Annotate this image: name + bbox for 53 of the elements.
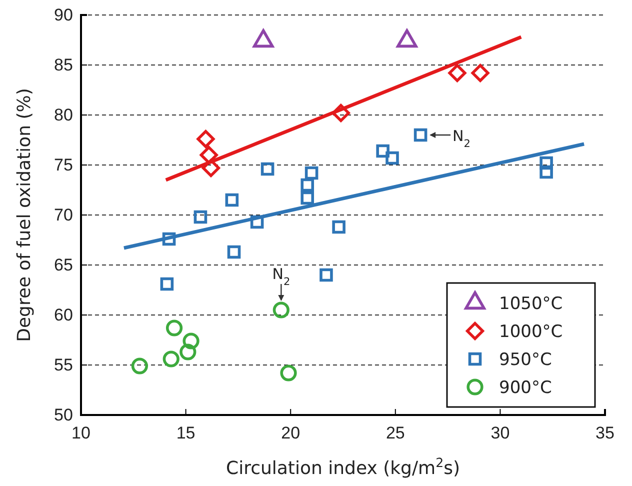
point: [160, 277, 174, 291]
y-tick-label: 85: [54, 55, 73, 74]
point: [260, 162, 274, 176]
point: [386, 151, 399, 165]
point: [471, 64, 490, 82]
point: [300, 191, 314, 205]
point: [414, 128, 428, 142]
point: [162, 350, 180, 368]
point: [332, 104, 350, 122]
point: [227, 245, 241, 259]
x-tick-label: 35: [596, 423, 614, 442]
y-axis-title: Degree of fuel oxidation (%): [14, 88, 35, 342]
point: [280, 364, 297, 382]
point: [194, 210, 208, 224]
legend-label: 1050°C: [499, 294, 563, 314]
point: [250, 215, 264, 229]
point: [166, 320, 183, 336]
point: [304, 166, 318, 180]
legend-label: 900°C: [499, 378, 552, 398]
x-tick-label: 30: [490, 423, 510, 442]
point: [196, 130, 215, 148]
point: [332, 220, 346, 234]
x-axis-title: Circulation index (kg/m$^{2}$s): [226, 454, 460, 479]
point: [376, 144, 390, 158]
y-tick-label: 75: [54, 155, 73, 174]
point: [448, 64, 466, 82]
point: [540, 165, 553, 179]
y-tick-label: 80: [54, 105, 73, 124]
point: [180, 344, 196, 360]
point: [182, 332, 200, 350]
point: [225, 193, 239, 207]
point: [162, 232, 176, 246]
point: [540, 156, 553, 170]
point: [300, 178, 314, 192]
annotation: N$_{2}$: [452, 127, 470, 150]
y-tick-label: 65: [54, 255, 73, 274]
point: [202, 158, 220, 178]
annotation: N$_{2}$: [272, 265, 290, 288]
y-tick-label: 70: [54, 205, 73, 224]
x-tick-label: 20: [281, 423, 300, 442]
point: [131, 358, 148, 374]
x-tick-label: 15: [176, 423, 196, 442]
y-tick-label: 55: [54, 355, 73, 374]
point: [200, 146, 218, 164]
legend-label: 950°C: [499, 350, 552, 370]
y-tick-label: 90: [54, 5, 73, 24]
point: [272, 302, 290, 318]
x-tick-label: 10: [72, 423, 90, 442]
y-tick-label: 60: [54, 305, 73, 324]
legend-label: 1000°C: [499, 322, 563, 342]
point: [320, 268, 333, 282]
y-tick-label: 50: [54, 405, 73, 424]
x-tick-label: 25: [386, 423, 405, 442]
